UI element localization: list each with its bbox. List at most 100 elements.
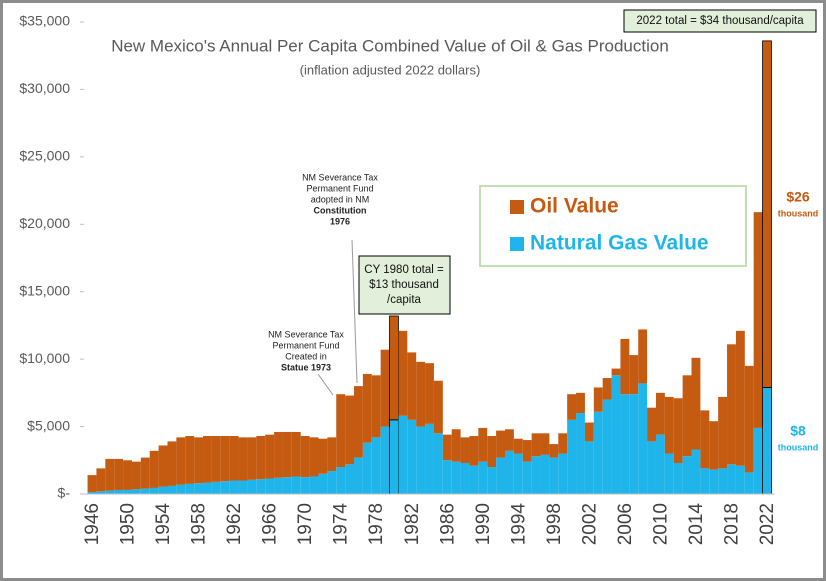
data-label: $8 (790, 423, 806, 439)
bar-segment (753, 427, 763, 494)
bar-segment (602, 399, 612, 494)
bar-segment (389, 315, 399, 421)
bar-segment (425, 423, 434, 494)
bar-segment (380, 349, 390, 427)
annotation: Permanent Fund (306, 183, 373, 193)
bar-segment (274, 477, 283, 494)
bar-segment (185, 483, 195, 494)
bar-segment (265, 478, 275, 494)
bar-segment (282, 431, 292, 478)
leader-line (317, 373, 334, 396)
x-tick-label: 1970 (295, 503, 316, 545)
bar-segment (700, 410, 710, 469)
bar-segment (140, 488, 150, 494)
y-tick-label: $25,000 (19, 148, 70, 164)
bar-segment (576, 413, 585, 494)
x-tick-label: 2014 (686, 503, 707, 546)
bar-segment (203, 482, 212, 494)
bar-segment (407, 352, 417, 420)
x-tick-label: 1982 (402, 503, 423, 545)
data-label: $26 (786, 189, 810, 205)
bar-segment (327, 437, 337, 472)
bar-segment (309, 437, 319, 477)
bar-segment (362, 442, 372, 494)
x-tick-label: 2006 (615, 503, 636, 545)
y-tick-label: $20,000 (19, 215, 70, 231)
bar-segment (256, 436, 266, 480)
bar-segment (442, 434, 452, 461)
x-tick-label: 2022 (757, 503, 778, 545)
bar-segment (87, 475, 97, 492)
bar-segment (664, 453, 674, 494)
bar-segment (291, 431, 301, 477)
bar-segment (691, 357, 701, 450)
bar-segment (478, 427, 488, 462)
bar-segment (238, 480, 248, 494)
x-tick-label: 1958 (189, 503, 210, 545)
bar-segment (158, 486, 168, 494)
x-tick-label: 1966 (260, 503, 281, 545)
bar-segment (354, 457, 363, 494)
bar-segment (238, 437, 248, 481)
bar-segment (664, 396, 674, 454)
bar-segment (451, 461, 461, 494)
x-tick-label: 1998 (544, 503, 565, 545)
chart-subtitle: (inflation adjusted 2022 dollars) (300, 62, 481, 77)
bar-segment (416, 426, 426, 494)
bar-segment (504, 450, 514, 494)
bar-segment (487, 467, 497, 494)
bar-segment (709, 469, 719, 494)
bar-segment (149, 450, 159, 488)
x-tick-label: 1950 (118, 503, 139, 545)
bar-segment (496, 457, 505, 494)
bar-segment (522, 440, 532, 462)
bar-segment (744, 365, 754, 473)
bar-segment (398, 330, 408, 416)
bar-segment (682, 375, 692, 457)
y-tick-label: $30,000 (19, 80, 70, 96)
legend-swatch (510, 237, 524, 251)
x-tick-label: 1994 (508, 503, 529, 546)
annotation: NM Severance Tax (268, 329, 344, 339)
bar-segment (469, 465, 479, 494)
x-tick-label: 1954 (153, 503, 174, 546)
bar-segment (105, 458, 115, 491)
bar-segment (487, 436, 497, 468)
annotation: NM Severance Tax (302, 172, 378, 182)
bar-segment (673, 398, 683, 463)
bar-segment (105, 490, 115, 494)
y-tick-label: $35,000 (19, 13, 70, 29)
y-tick-label: $5,000 (27, 417, 70, 433)
bar-segment (229, 480, 239, 494)
bar-segment (211, 436, 221, 482)
bar-segment (700, 468, 710, 494)
annotation: $13 thousand (369, 279, 439, 291)
y-tick-label: $15,000 (19, 282, 70, 298)
bar-segment (620, 394, 630, 494)
x-tick-label: 1978 (366, 503, 387, 545)
bar-segment (194, 483, 204, 494)
bar-segment (469, 436, 479, 466)
bar-segment (131, 489, 141, 494)
bar-segment (460, 437, 470, 463)
bar-segment (176, 484, 186, 494)
bar-segment (433, 433, 443, 494)
bar-segment (265, 434, 275, 479)
bar-segment (123, 460, 132, 490)
bar-segment (362, 373, 372, 443)
bar-segment (433, 380, 443, 434)
bar-segment (727, 344, 736, 465)
bar-segment (203, 436, 212, 483)
annotation: Permanent Fund (272, 340, 339, 350)
bar-segment (540, 454, 550, 494)
x-tick-label: 1974 (331, 503, 352, 546)
bar-segment (638, 383, 648, 494)
bar-segment (584, 422, 594, 442)
bar-segment (185, 436, 195, 484)
bar-segment (460, 462, 470, 494)
x-tick-label: 1946 (82, 503, 103, 545)
bar-segment (274, 431, 283, 478)
bar-segment (96, 468, 106, 492)
bar-segment (638, 329, 648, 384)
bar-segment (309, 476, 319, 494)
